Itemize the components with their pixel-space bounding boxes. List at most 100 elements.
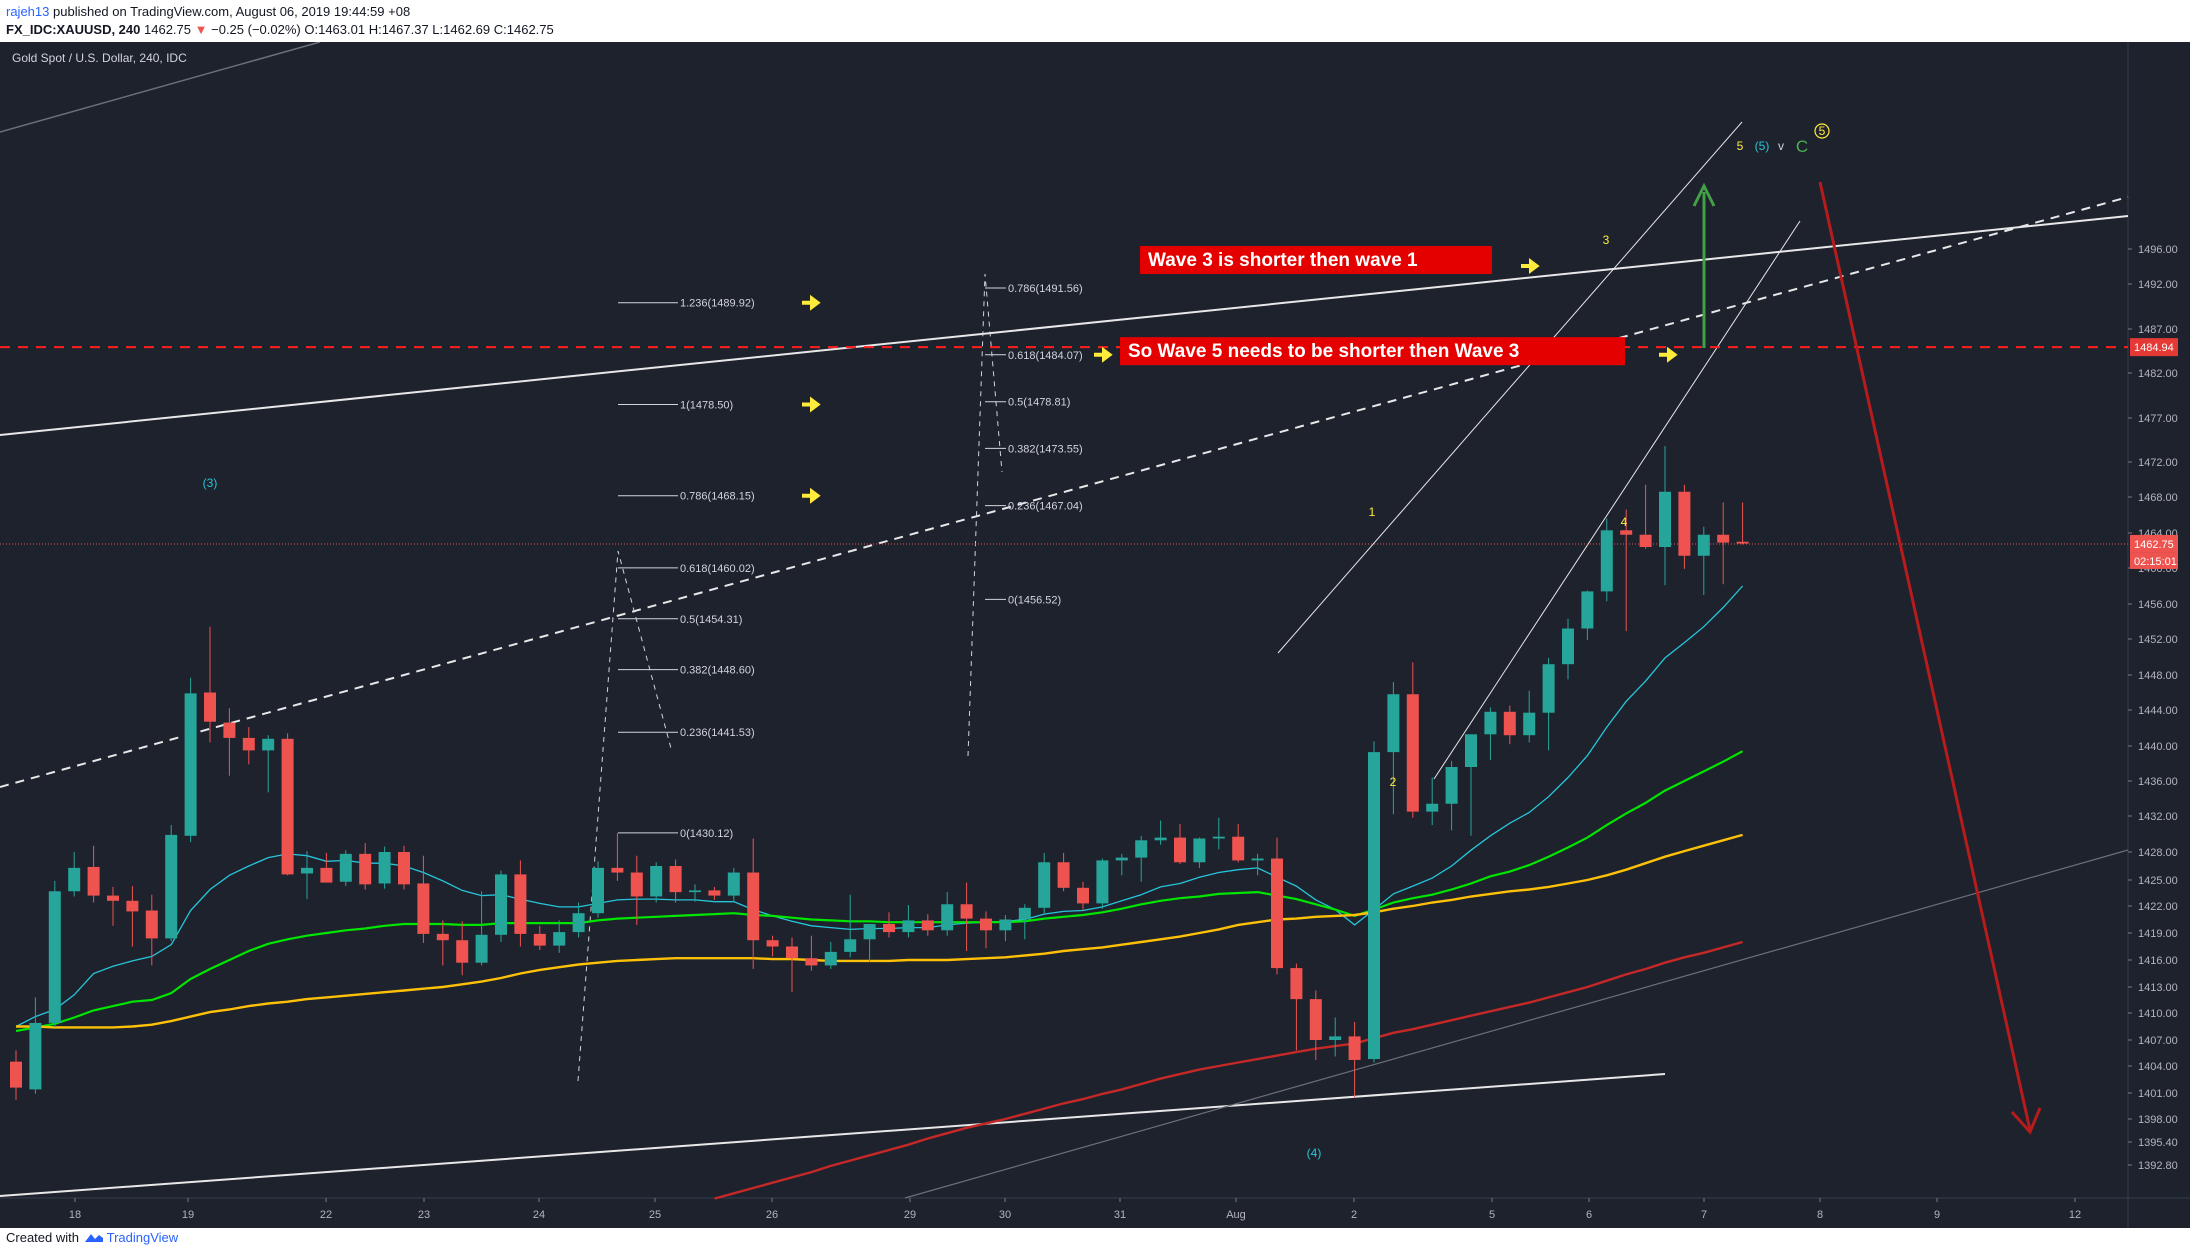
- chart-header: rajeh13 published on TradingView.com, Au…: [0, 0, 2190, 42]
- candle-body: [630, 872, 643, 897]
- candle-body: [514, 874, 527, 934]
- candle-body: [1077, 887, 1089, 904]
- wave-label: 2: [1390, 775, 1397, 789]
- price-tick-label: 1428.00: [2138, 847, 2178, 859]
- yellow-arrow-icon: [1659, 346, 1678, 363]
- lower-channel-line: [904, 849, 2129, 1199]
- candle-body: [1562, 628, 1574, 665]
- candle-body: [669, 866, 682, 893]
- wave-label: 1: [1369, 505, 1376, 519]
- author-link[interactable]: rajeh13: [6, 4, 50, 19]
- candle-body: [1503, 711, 1516, 736]
- annotation-box: [1120, 337, 1625, 366]
- red-down-arrow-icon: [1818, 181, 2032, 1131]
- candle-body: [1406, 694, 1419, 812]
- plot-background: [0, 42, 2128, 1198]
- candle-body: [1678, 491, 1691, 556]
- price-tick-label: 1422.00: [2138, 901, 2178, 913]
- candle-body: [572, 913, 585, 933]
- time-tick-label: 24: [533, 1209, 545, 1221]
- candle-body: [824, 951, 837, 966]
- price-tick-label: 1416.00: [2138, 955, 2178, 967]
- candle-body: [960, 904, 973, 919]
- candle-body: [1154, 837, 1167, 841]
- price-tick-label: 1452.00: [2138, 634, 2178, 646]
- candle-body: [533, 933, 546, 946]
- candle-body: [184, 693, 197, 836]
- candle-body: [165, 834, 178, 939]
- candle-body: [29, 1022, 42, 1090]
- price-chart[interactable]: 1.236(1489.92) 1(1478.50) 0.786(1468.15) 0.…: [0, 42, 2190, 1228]
- trendline-layer: [0, 42, 2129, 1199]
- candle-body: [708, 890, 721, 896]
- time-tick-label: 31: [1114, 1209, 1126, 1221]
- candle-body: [475, 934, 488, 963]
- candle-body: [495, 874, 507, 935]
- fib-level-label: 0.382(1473.55): [1008, 443, 1083, 455]
- price-tick-label: 1410.00: [2138, 1008, 2178, 1020]
- price-tick-label: 1404.00: [2138, 1061, 2178, 1073]
- wave-label-circle: [1814, 123, 1830, 139]
- candle-body: [242, 737, 255, 751]
- candle-body: [921, 920, 934, 931]
- time-tick-label: 7: [1701, 1209, 1707, 1221]
- time-tick-label: 23: [418, 1209, 430, 1221]
- candle-body: [1018, 907, 1031, 920]
- candle-body: [592, 867, 604, 914]
- last-price: 1462.75: [144, 22, 191, 37]
- candle-body: [1348, 1036, 1361, 1060]
- price-tick-label: 1444.00: [2138, 705, 2178, 717]
- candle-body: [1484, 711, 1497, 735]
- candle-body: [1581, 591, 1594, 629]
- time-tick-label: 12: [2069, 1209, 2081, 1221]
- candle-body: [1174, 837, 1186, 863]
- green-arrowhead-icon: [1692, 182, 1716, 207]
- candle-body: [1426, 803, 1439, 812]
- tradingview-brand-link[interactable]: TradingView: [106, 1230, 179, 1245]
- publish-info: published on TradingView.com, August 06,…: [53, 4, 411, 19]
- candle-body: [1387, 694, 1400, 753]
- wave-label: (3): [203, 476, 218, 490]
- candle-body: [204, 692, 216, 722]
- time-tick-label: 9: [1934, 1209, 1940, 1221]
- candle-body: [1465, 734, 1477, 767]
- price-tick-label: 1413.00: [2138, 982, 2178, 994]
- candle-body: [1523, 712, 1536, 736]
- yellow-arrow-icon: [802, 294, 821, 311]
- countdown-badge: [2130, 552, 2178, 569]
- last-price-badge: [2130, 534, 2178, 553]
- candle-body: [1115, 857, 1128, 861]
- ema-fast-line: [15, 585, 1744, 1028]
- price-tick-label: 1456.00: [2138, 599, 2178, 611]
- candle-body: [1057, 862, 1070, 888]
- candle-body: [1096, 860, 1109, 904]
- candle-body: [1542, 664, 1555, 713]
- time-tick-label: 29: [904, 1209, 916, 1221]
- candle-body: [68, 867, 81, 892]
- candle-body: [417, 883, 430, 934]
- price-tick-label: 1487.00: [2138, 324, 2178, 336]
- chart-title: Gold Spot / U.S. Dollar, 240, IDC: [12, 51, 187, 65]
- candle-body: [107, 895, 119, 901]
- price-tick-label: 1398.00: [2138, 1114, 2178, 1126]
- publish-line: rajeh13 published on TradingView.com, Au…: [6, 4, 410, 19]
- candle-body: [1697, 534, 1710, 556]
- fib-level-label: 0.786(1491.56): [1008, 283, 1083, 295]
- time-tick-label: 5: [1489, 1209, 1495, 1221]
- target-price-badge: [2130, 338, 2178, 357]
- time-tick-label: 6: [1586, 1209, 1592, 1221]
- candle-body: [727, 872, 740, 896]
- candle-body: [999, 919, 1012, 931]
- price-tick-label: 1496.00: [2138, 244, 2178, 256]
- time-tick-label: Aug: [1226, 1209, 1246, 1221]
- annotation-box: [1140, 246, 1492, 274]
- candle-body: [863, 924, 876, 940]
- candle-body: [1309, 999, 1322, 1040]
- price-tick-label: 1482.00: [2138, 368, 2178, 380]
- wave-label: v: [1778, 139, 1784, 153]
- fib-level-label: 0.618(1484.07): [1008, 350, 1083, 362]
- time-tick-label: 26: [766, 1209, 778, 1221]
- price-tick-label: 1419.00: [2138, 928, 2178, 940]
- time-tick-label: 25: [649, 1209, 661, 1221]
- fib-level-label: 1.236(1489.92): [680, 298, 755, 310]
